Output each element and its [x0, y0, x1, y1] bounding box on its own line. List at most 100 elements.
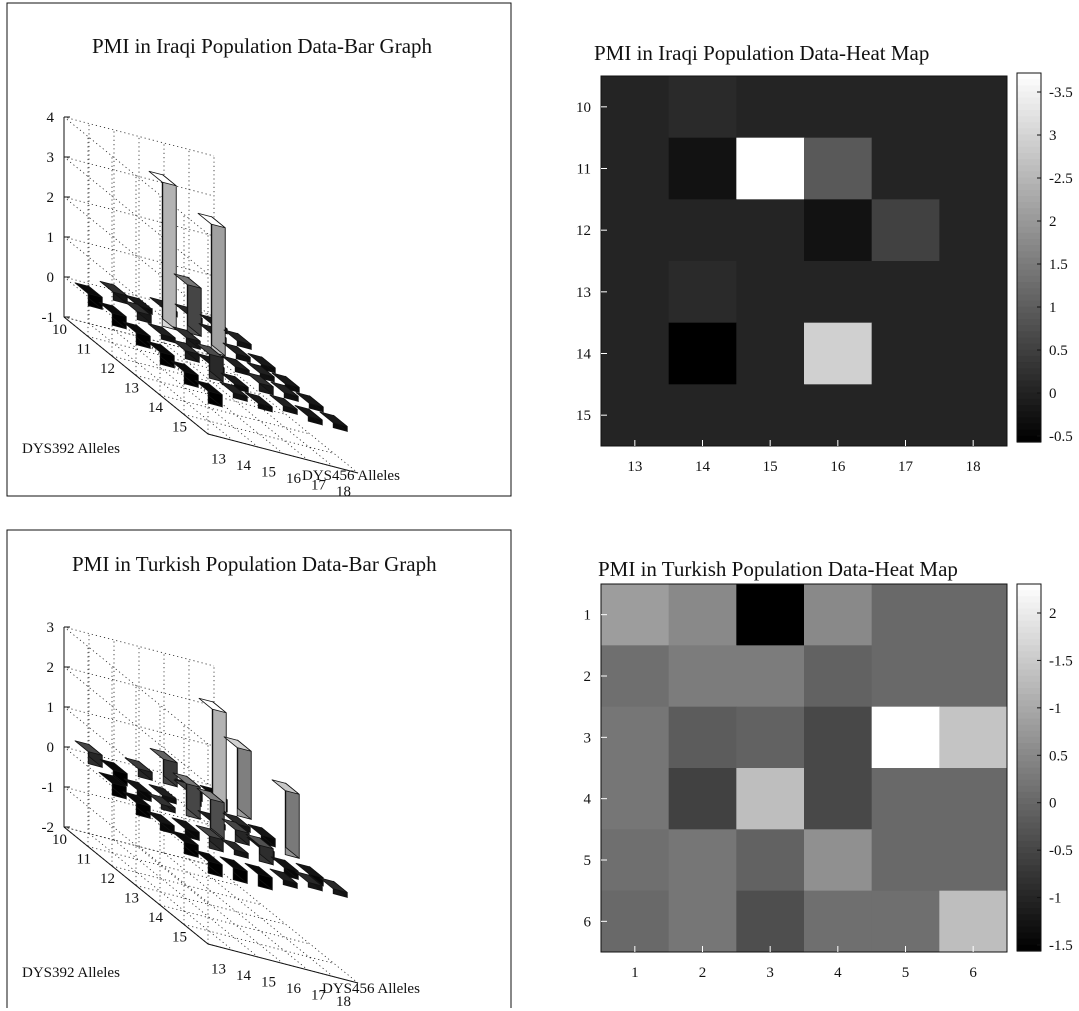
- floor-gridline: [163, 342, 309, 461]
- bar: [294, 405, 323, 426]
- bar-top-face: [196, 787, 225, 804]
- colorbar-step: [1017, 877, 1041, 885]
- bar-top-face: [147, 793, 176, 809]
- y-tick-label: 10: [576, 100, 591, 116]
- colorbar-step: [1017, 657, 1041, 665]
- bar-top-face: [194, 849, 223, 866]
- colorbar-step: [1017, 97, 1041, 105]
- y-tick-label: 2: [584, 669, 592, 685]
- y-tick-label: 14: [148, 400, 164, 416]
- bar: [244, 392, 273, 413]
- colorbar-tick-label: 2: [1049, 214, 1057, 230]
- colorbar-step: [1017, 889, 1041, 897]
- colorbar-step: [1017, 398, 1041, 406]
- colorbar-step: [1017, 767, 1041, 775]
- colorbar-step: [1017, 724, 1041, 732]
- turkish-heatmap-title: PMI in Turkish Population Data-Heat Map: [598, 557, 958, 581]
- colorbar-step: [1017, 140, 1041, 148]
- colorbar-step: [1017, 288, 1041, 295]
- bar: [221, 355, 250, 377]
- heatmap-cell: [804, 384, 873, 447]
- z-tick-label: 1: [47, 230, 55, 246]
- bar-top-face: [319, 877, 348, 893]
- colorbar-step: [1017, 804, 1041, 811]
- bar-top-face: [124, 294, 153, 310]
- heatmap-cell: [939, 584, 1008, 646]
- heatmap-cell: [804, 829, 873, 892]
- floor-gridline: [138, 846, 284, 964]
- heatmap-cell: [804, 890, 873, 953]
- heatmap-cell: [804, 706, 873, 769]
- y-tick-label: 11: [77, 851, 91, 867]
- colorbar-step: [1017, 938, 1041, 946]
- colorbar-step: [1017, 590, 1041, 597]
- heatmap-cell: [939, 829, 1008, 892]
- bar: [194, 849, 223, 878]
- heatmap-cell: [939, 645, 1008, 708]
- y-tick-label: 4: [584, 792, 592, 808]
- iraqi-heatmap: 13 14 15 16 17 18 10 11 12 13 14 15 -0.5 0 0.5 1 1.5 2 -2.…: [576, 72, 1073, 475]
- bar: [223, 736, 252, 821]
- colorbar-step: [1017, 736, 1041, 744]
- colorbar-step: [1017, 337, 1041, 345]
- z-tick-label: 0: [47, 740, 55, 756]
- colorbar-step: [1017, 902, 1041, 909]
- x-tick-label: 5: [902, 965, 910, 981]
- colorbar-tick-label: -1: [1049, 891, 1062, 907]
- x-tick-label: 16: [286, 981, 302, 997]
- colorbar-step: [1017, 380, 1041, 388]
- bar: [198, 697, 227, 814]
- bar-top-face: [222, 812, 251, 828]
- heatmap-cell: [668, 261, 737, 324]
- colorbar-step: [1017, 761, 1041, 769]
- bar-top-face: [246, 362, 275, 378]
- heatmap-cell: [668, 199, 737, 262]
- bar: [170, 360, 199, 389]
- bar-top-face: [244, 862, 273, 879]
- colorbar-step: [1017, 429, 1041, 437]
- bar: [149, 747, 178, 788]
- bar: [147, 793, 176, 814]
- colorbar-step: [1017, 171, 1041, 179]
- y-tick-label: 12: [576, 223, 591, 239]
- z-tick-label: 1: [47, 700, 55, 716]
- bar: [219, 381, 248, 403]
- heatmap-cell: [601, 199, 670, 262]
- heatmap-cell: [668, 584, 737, 646]
- colorbar-step: [1017, 214, 1041, 222]
- colorbar-step: [1017, 645, 1041, 652]
- heatmap-cell: [736, 584, 805, 646]
- iraqi-bar-title: PMI in Iraqi Population Data-Bar Graph: [92, 34, 433, 58]
- colorbar-step: [1017, 300, 1041, 308]
- bar-top-face: [171, 817, 200, 833]
- bar-top-face: [270, 856, 299, 872]
- colorbar-tick-label: 0: [1049, 796, 1057, 812]
- colorbar-step: [1017, 840, 1041, 848]
- heatmap-cell: [736, 890, 805, 953]
- floor-gridline: [87, 336, 239, 376]
- colorbar-step: [1017, 828, 1041, 836]
- y-tick-label: 14: [148, 910, 164, 926]
- colorbar-step: [1017, 687, 1041, 695]
- heatmap-cell: [601, 829, 670, 892]
- heatmap-cell: [804, 645, 873, 708]
- y-tick-label: 10: [52, 832, 67, 848]
- turkish-bar-title: PMI in Turkish Population Data-Bar Graph: [72, 552, 437, 576]
- heatmap-cell: [601, 706, 670, 769]
- x-tick-label: 15: [763, 459, 778, 475]
- y-tick-label: 6: [584, 914, 592, 930]
- bar: [172, 326, 201, 351]
- floor-gridline: [159, 904, 311, 945]
- heatmap-cell: [601, 645, 670, 708]
- heatmap-cell: [668, 706, 737, 769]
- colorbar-step: [1017, 920, 1041, 928]
- bar-top-face: [245, 371, 274, 388]
- heatmap-cell: [601, 322, 670, 385]
- floor-gridline: [111, 355, 263, 396]
- bar-top-face: [221, 355, 250, 371]
- colorbar-step: [1017, 791, 1041, 799]
- bar-top-face: [122, 321, 151, 337]
- colorbar-step: [1017, 853, 1041, 860]
- colorbar-step: [1017, 189, 1041, 197]
- colorbar-step: [1017, 712, 1041, 720]
